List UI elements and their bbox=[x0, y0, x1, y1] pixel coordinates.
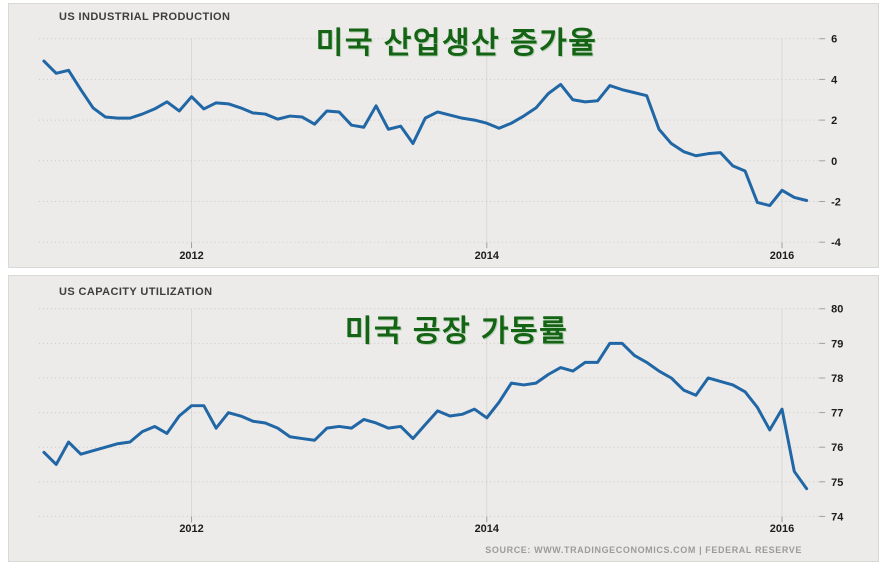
svg-text:2016: 2016 bbox=[770, 250, 794, 262]
industrial-production-panel: 2012 2014 2016 6 4 2 0 -2 -4 US INDUSTRIAL PRODU… bbox=[8, 3, 879, 268]
svg-text:79: 79 bbox=[831, 338, 843, 350]
korean-title-industrial-production: 미국 산업생산 증가율 bbox=[315, 27, 598, 60]
industrial-production-chart: 2012 2014 2016 6 4 2 0 -2 -4 bbox=[38, 34, 842, 262]
svg-text:75: 75 bbox=[831, 477, 843, 489]
source-credit: SOURCE: WWW.TRADINGECONOMICS.COM | FEDER… bbox=[485, 545, 802, 555]
svg-text:74: 74 bbox=[831, 511, 844, 523]
svg-text:2014: 2014 bbox=[475, 523, 500, 535]
capacity-utilization-chart: 2012 2014 2016 80 79 78 77 76 75 74 bbox=[38, 304, 844, 535]
svg-text:78: 78 bbox=[831, 373, 843, 385]
svg-text:2014: 2014 bbox=[475, 250, 500, 262]
korean-title-capacity-utilization: 미국 공장 가동률 bbox=[344, 315, 569, 348]
svg-text:2012: 2012 bbox=[179, 250, 203, 262]
panel-label-industrial-production: US INDUSTRIAL PRODUCTION bbox=[59, 11, 231, 23]
svg-text:6: 6 bbox=[831, 34, 837, 46]
svg-text:80: 80 bbox=[831, 304, 843, 316]
svg-text:-4: -4 bbox=[831, 237, 842, 249]
svg-text:77: 77 bbox=[831, 408, 843, 420]
svg-text:2: 2 bbox=[831, 115, 837, 127]
svg-text:4: 4 bbox=[831, 74, 838, 86]
panel-label-capacity-utilization: US CAPACITY UTILIZATION bbox=[59, 286, 213, 298]
capacity-utilization-panel: 2012 2014 2016 80 79 78 77 76 75 74 US CAPACITY U… bbox=[8, 275, 879, 562]
svg-text:76: 76 bbox=[831, 442, 843, 454]
svg-text:2012: 2012 bbox=[179, 523, 203, 535]
svg-text:0: 0 bbox=[831, 156, 837, 168]
svg-text:-2: -2 bbox=[831, 196, 841, 208]
svg-text:2016: 2016 bbox=[770, 523, 794, 535]
